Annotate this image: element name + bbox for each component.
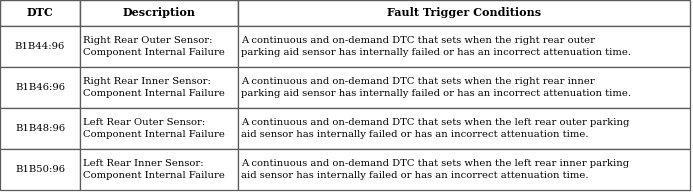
Text: Description: Description xyxy=(123,7,195,18)
Bar xyxy=(80,0,238,26)
Bar xyxy=(0,26,80,67)
Text: Fault Trigger Conditions: Fault Trigger Conditions xyxy=(387,7,541,18)
Text: Right Rear Inner Sensor:
Component Internal Failure: Right Rear Inner Sensor: Component Inter… xyxy=(83,77,225,98)
Text: B1B44:96: B1B44:96 xyxy=(15,42,65,51)
Text: B1B50:96: B1B50:96 xyxy=(15,165,65,174)
Bar xyxy=(238,149,690,190)
Bar xyxy=(80,149,238,190)
Bar xyxy=(238,67,690,108)
Text: A continuous and on-demand DTC that sets when the right rear inner
parking aid s: A continuous and on-demand DTC that sets… xyxy=(241,77,631,98)
Bar xyxy=(0,67,80,108)
Bar xyxy=(238,26,690,67)
Text: A continuous and on-demand DTC that sets when the right rear outer
parking aid s: A continuous and on-demand DTC that sets… xyxy=(241,36,631,57)
Text: B1B48:96: B1B48:96 xyxy=(15,124,65,133)
Bar xyxy=(238,108,690,149)
Text: Left Rear Outer Sensor:
Component Internal Failure: Left Rear Outer Sensor: Component Intern… xyxy=(83,118,225,139)
Bar xyxy=(238,0,690,26)
Bar xyxy=(0,0,80,26)
Bar xyxy=(0,108,80,149)
Text: DTC: DTC xyxy=(26,7,53,18)
Text: Right Rear Outer Sensor:
Component Internal Failure: Right Rear Outer Sensor: Component Inter… xyxy=(83,36,225,57)
Bar xyxy=(80,67,238,108)
Text: Left Rear Inner Sensor:
Component Internal Failure: Left Rear Inner Sensor: Component Intern… xyxy=(83,159,225,180)
Bar xyxy=(0,149,80,190)
Text: A continuous and on-demand DTC that sets when the left rear inner parking
aid se: A continuous and on-demand DTC that sets… xyxy=(241,159,629,180)
Text: B1B46:96: B1B46:96 xyxy=(15,83,65,92)
Text: A continuous and on-demand DTC that sets when the left rear outer parking
aid se: A continuous and on-demand DTC that sets… xyxy=(241,118,629,139)
Bar xyxy=(80,108,238,149)
Bar xyxy=(80,26,238,67)
